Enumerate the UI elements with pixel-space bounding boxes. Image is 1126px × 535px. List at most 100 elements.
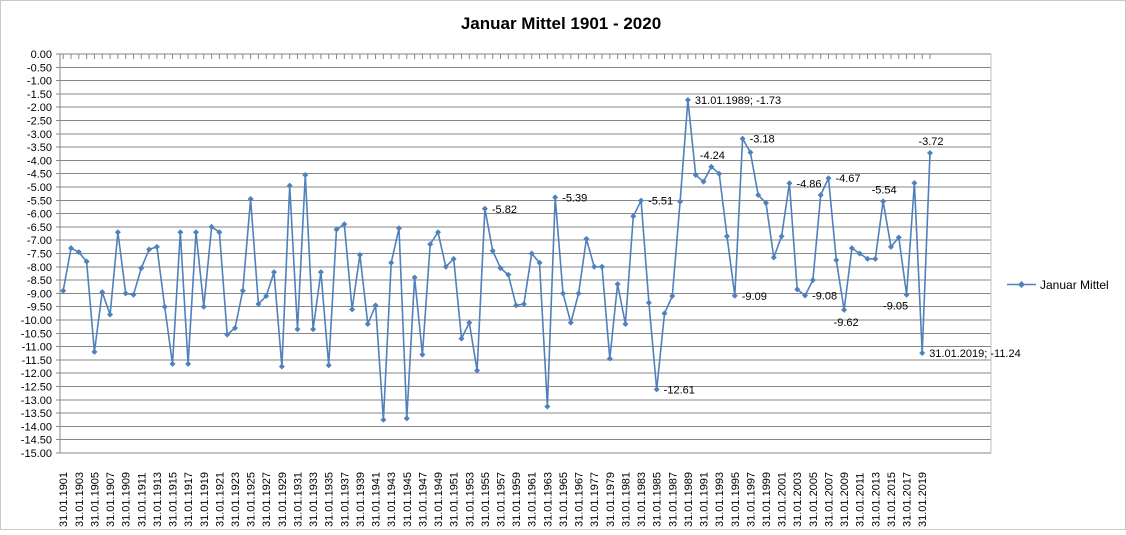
data-point-label[interactable]: 31.01.2019; -11.24 xyxy=(929,348,1021,360)
x-axis-label[interactable]: 31.01.2009 xyxy=(839,472,851,527)
x-axis-label[interactable]: 31.01.1965 xyxy=(558,472,570,527)
data-point[interactable] xyxy=(192,229,199,236)
data-point[interactable] xyxy=(419,351,426,358)
data-point[interactable] xyxy=(146,246,153,253)
x-axis-label[interactable]: 31.01.1999 xyxy=(761,472,773,527)
data-point[interactable] xyxy=(919,349,926,356)
data-point[interactable] xyxy=(559,290,566,297)
data-point[interactable] xyxy=(528,250,535,257)
y-axis-label[interactable]: 0.00 xyxy=(31,49,52,61)
data-point[interactable] xyxy=(731,292,738,299)
data-point[interactable] xyxy=(794,286,801,293)
x-axis-label[interactable]: 31.01.2015 xyxy=(886,472,898,527)
x-axis-label[interactable]: 31.01.1929 xyxy=(277,472,289,527)
x-axis-label[interactable]: 31.01.1947 xyxy=(417,472,429,527)
data-point[interactable] xyxy=(216,229,223,236)
y-axis-label[interactable]: -2.00 xyxy=(27,102,52,114)
data-point[interactable] xyxy=(630,213,637,220)
data-point[interactable] xyxy=(83,258,90,265)
data-point[interactable] xyxy=(395,225,402,232)
x-axis-label[interactable]: 31.01.1959 xyxy=(511,472,523,527)
x-axis-label[interactable]: 31.01.1913 xyxy=(152,472,164,527)
x-axis-label[interactable]: 31.01.1953 xyxy=(464,472,476,527)
x-axis-label[interactable]: 31.01.1931 xyxy=(292,472,304,527)
x-axis-label[interactable]: 31.01.2007 xyxy=(823,472,835,527)
x-axis-label[interactable]: 31.01.1955 xyxy=(480,472,492,527)
data-point[interactable] xyxy=(200,303,207,310)
data-point-label[interactable]: -9.62 xyxy=(834,317,859,329)
x-axis-label[interactable]: 31.01.1985 xyxy=(652,472,664,527)
data-point-label[interactable]: -5.39 xyxy=(562,192,587,204)
data-point[interactable] xyxy=(763,199,770,206)
y-axis-label[interactable]: -8.50 xyxy=(27,275,52,287)
data-point[interactable] xyxy=(130,291,137,298)
data-point[interactable] xyxy=(755,191,762,198)
x-axis-label[interactable]: 31.01.1935 xyxy=(324,472,336,527)
data-point[interactable] xyxy=(294,326,301,333)
data-point[interactable] xyxy=(356,251,363,258)
y-axis-label[interactable]: -1.00 xyxy=(27,76,52,88)
y-axis-label[interactable]: -9.50 xyxy=(27,302,52,314)
data-point[interactable] xyxy=(684,97,691,104)
data-point[interactable] xyxy=(567,319,574,326)
y-axis-label[interactable]: -3.50 xyxy=(27,142,52,154)
data-point[interactable] xyxy=(208,223,215,230)
data-point[interactable] xyxy=(239,287,246,294)
data-point-label[interactable]: -12.61 xyxy=(664,384,695,396)
data-point[interactable] xyxy=(286,182,293,189)
y-axis-label[interactable]: -4.50 xyxy=(27,169,52,181)
data-point[interactable] xyxy=(716,170,723,177)
data-point-label[interactable]: 31.01.1989; -1.73 xyxy=(695,95,781,107)
data-point[interactable] xyxy=(224,331,231,338)
data-point[interactable] xyxy=(458,335,465,342)
data-point-label[interactable]: -9.09 xyxy=(742,291,767,303)
x-axis-label[interactable]: 31.01.1961 xyxy=(527,472,539,527)
data-point[interactable] xyxy=(848,245,855,252)
data-point[interactable] xyxy=(739,135,746,142)
x-axis-label[interactable]: 31.01.1987 xyxy=(667,472,679,527)
data-point[interactable] xyxy=(927,149,933,156)
data-point-label[interactable]: -9.05 xyxy=(883,301,908,313)
data-point[interactable] xyxy=(778,233,785,240)
data-point[interactable] xyxy=(536,259,543,266)
y-axis-label[interactable]: -11.00 xyxy=(22,342,52,354)
data-point[interactable] xyxy=(809,277,816,284)
data-point[interactable] xyxy=(122,290,129,297)
data-point[interactable] xyxy=(99,289,106,296)
x-axis-label[interactable]: 31.01.1911 xyxy=(136,473,148,527)
data-point[interactable] xyxy=(817,191,824,198)
data-point[interactable] xyxy=(474,367,481,374)
data-point[interactable] xyxy=(708,163,715,170)
data-point[interactable] xyxy=(606,355,613,362)
data-point[interactable] xyxy=(497,265,504,272)
data-point[interactable] xyxy=(317,269,324,276)
x-axis-label[interactable]: 31.01.1943 xyxy=(386,472,398,527)
data-point[interactable] xyxy=(669,293,676,300)
x-axis-label[interactable]: 31.01.2019 xyxy=(917,472,929,527)
data-point-label[interactable]: -5.82 xyxy=(492,204,517,216)
data-point[interactable] xyxy=(895,234,902,241)
x-axis-label[interactable]: 31.01.1989 xyxy=(683,472,695,527)
x-axis-label[interactable]: 31.01.1981 xyxy=(620,472,632,527)
data-point[interactable] xyxy=(341,221,348,228)
legend[interactable]: Januar Mittel xyxy=(1007,278,1109,292)
data-point[interactable] xyxy=(310,326,317,333)
x-axis-label[interactable]: 31.01.1901 xyxy=(58,472,70,527)
x-axis-label[interactable]: 31.01.1903 xyxy=(74,472,86,527)
y-axis-label[interactable]: -6.50 xyxy=(27,222,52,234)
y-axis-label[interactable]: -12.00 xyxy=(21,368,52,380)
x-axis-label[interactable]: 31.01.1991 xyxy=(699,472,711,527)
y-axis-label[interactable]: -13.00 xyxy=(21,395,52,407)
x-axis-label[interactable]: 31.01.1939 xyxy=(355,472,367,527)
data-point[interactable] xyxy=(68,245,75,252)
y-axis-label[interactable]: -14.00 xyxy=(21,421,52,433)
data-point[interactable] xyxy=(747,149,754,156)
x-axis-label[interactable]: 31.01.2003 xyxy=(792,472,804,527)
x-axis-label[interactable]: 31.01.2011 xyxy=(855,473,867,527)
data-point[interactable] xyxy=(442,263,449,270)
x-axis-label[interactable]: 31.01.1983 xyxy=(636,472,648,527)
x-axis-label[interactable]: 31.01.2005 xyxy=(808,472,820,527)
x-axis-label[interactable]: 31.01.2001 xyxy=(777,472,789,527)
data-point[interactable] xyxy=(169,360,176,367)
data-point[interactable] xyxy=(505,271,512,278)
